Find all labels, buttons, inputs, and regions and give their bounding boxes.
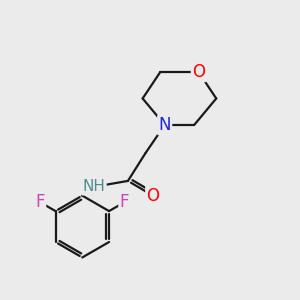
Text: F: F	[35, 193, 45, 211]
Text: N: N	[158, 116, 171, 134]
Text: F: F	[120, 193, 129, 211]
Text: NH: NH	[82, 179, 106, 194]
Text: O: O	[192, 63, 205, 81]
Text: O: O	[146, 187, 159, 205]
